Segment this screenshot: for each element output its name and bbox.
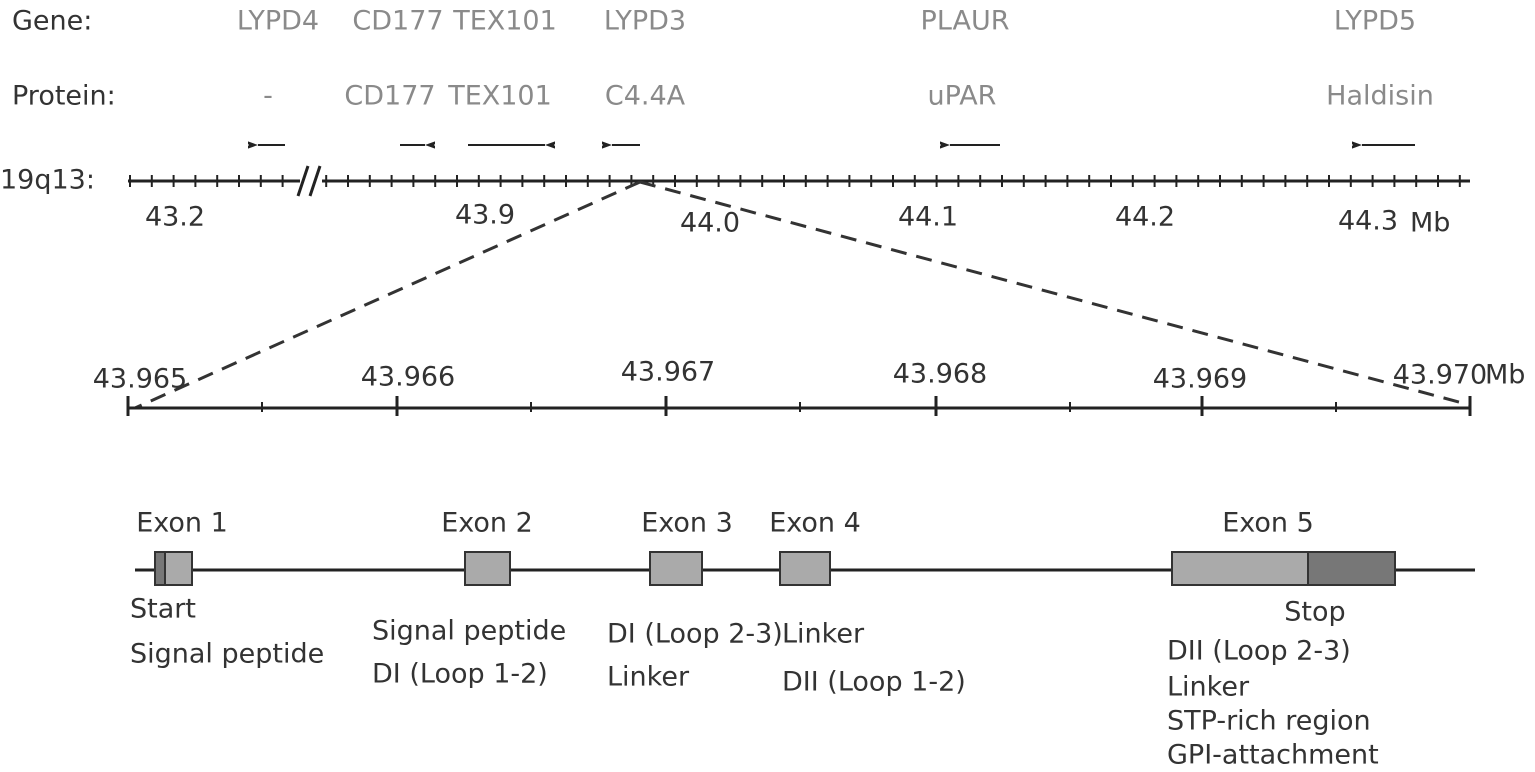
exon-label: Exon 3	[641, 508, 733, 539]
unit-label: Mb	[1485, 360, 1525, 391]
gene-name: LYPD5	[1334, 6, 1416, 37]
exon-label: Exon 4	[769, 508, 861, 539]
row-label: 19q13:	[0, 165, 95, 196]
exon-note: STP-rich region	[1167, 706, 1371, 737]
row-label: Protein:	[12, 81, 116, 112]
exon-note: GPI-attachment	[1167, 740, 1379, 771]
tick-label: 43.969	[1153, 364, 1247, 395]
exon-label: Exon 5	[1222, 508, 1314, 539]
exon-note: DII (Loop 2-3)	[1167, 636, 1351, 667]
exon-note: Signal peptide	[130, 639, 324, 670]
gene-name: LYPD4	[237, 6, 319, 37]
protein-name: uPAR	[928, 81, 997, 112]
exon-note: DI (Loop 1-2)	[372, 659, 548, 690]
exon-note: Linker	[607, 662, 690, 693]
coding-start	[154, 551, 166, 586]
tick-label: 44.0	[680, 208, 740, 239]
gene-name: PLAUR	[921, 6, 1010, 37]
protein-name: TEX101	[447, 81, 552, 112]
protein-name: Haldisin	[1326, 81, 1434, 112]
tick-label: 43.968	[893, 359, 987, 390]
exon	[649, 551, 703, 586]
exon-note: Linker	[782, 619, 865, 650]
gene-name: TEX101	[452, 6, 557, 37]
exon-note: DII (Loop 1-2)	[782, 667, 966, 698]
tick-label: 43.966	[361, 362, 455, 393]
exon-note: Linker	[1167, 672, 1250, 703]
unit-label: Mb	[1410, 208, 1450, 239]
tick-label: 44.3	[1338, 206, 1398, 237]
protein-name: -	[263, 81, 273, 112]
exon	[779, 551, 831, 586]
break-mark	[296, 165, 322, 197]
exon-label: Exon 1	[136, 508, 228, 539]
gene-name: CD177	[352, 6, 443, 37]
content: Gene: Protein: 19q13: LYPD4 - CD177 CD177 TEX10…	[0, 6, 1525, 771]
row-label: Gene:	[12, 6, 92, 37]
utr	[1307, 551, 1396, 586]
exon-note: DI (Loop 2-3)	[607, 619, 783, 650]
zoom-line	[134, 180, 1471, 410]
stop-label: Stop	[1284, 597, 1345, 628]
exon-note: Start	[130, 594, 196, 625]
protein-name: C4.4A	[605, 81, 686, 112]
exon-note: Signal peptide	[372, 616, 566, 647]
tick-label: 44.2	[1115, 202, 1175, 233]
tick-label: 43.2	[145, 202, 205, 233]
tick-label: 43.970	[1393, 360, 1487, 391]
tick-label: 43.967	[621, 357, 715, 388]
protein-name: CD177	[344, 81, 435, 112]
exon	[464, 551, 511, 586]
gene-name: LYPD3	[604, 6, 686, 37]
exon-label: Exon 2	[441, 508, 533, 539]
tick-label: 43.9	[455, 200, 515, 231]
tick-label: 44.1	[898, 202, 958, 233]
tick-label: 43.965	[93, 364, 187, 395]
